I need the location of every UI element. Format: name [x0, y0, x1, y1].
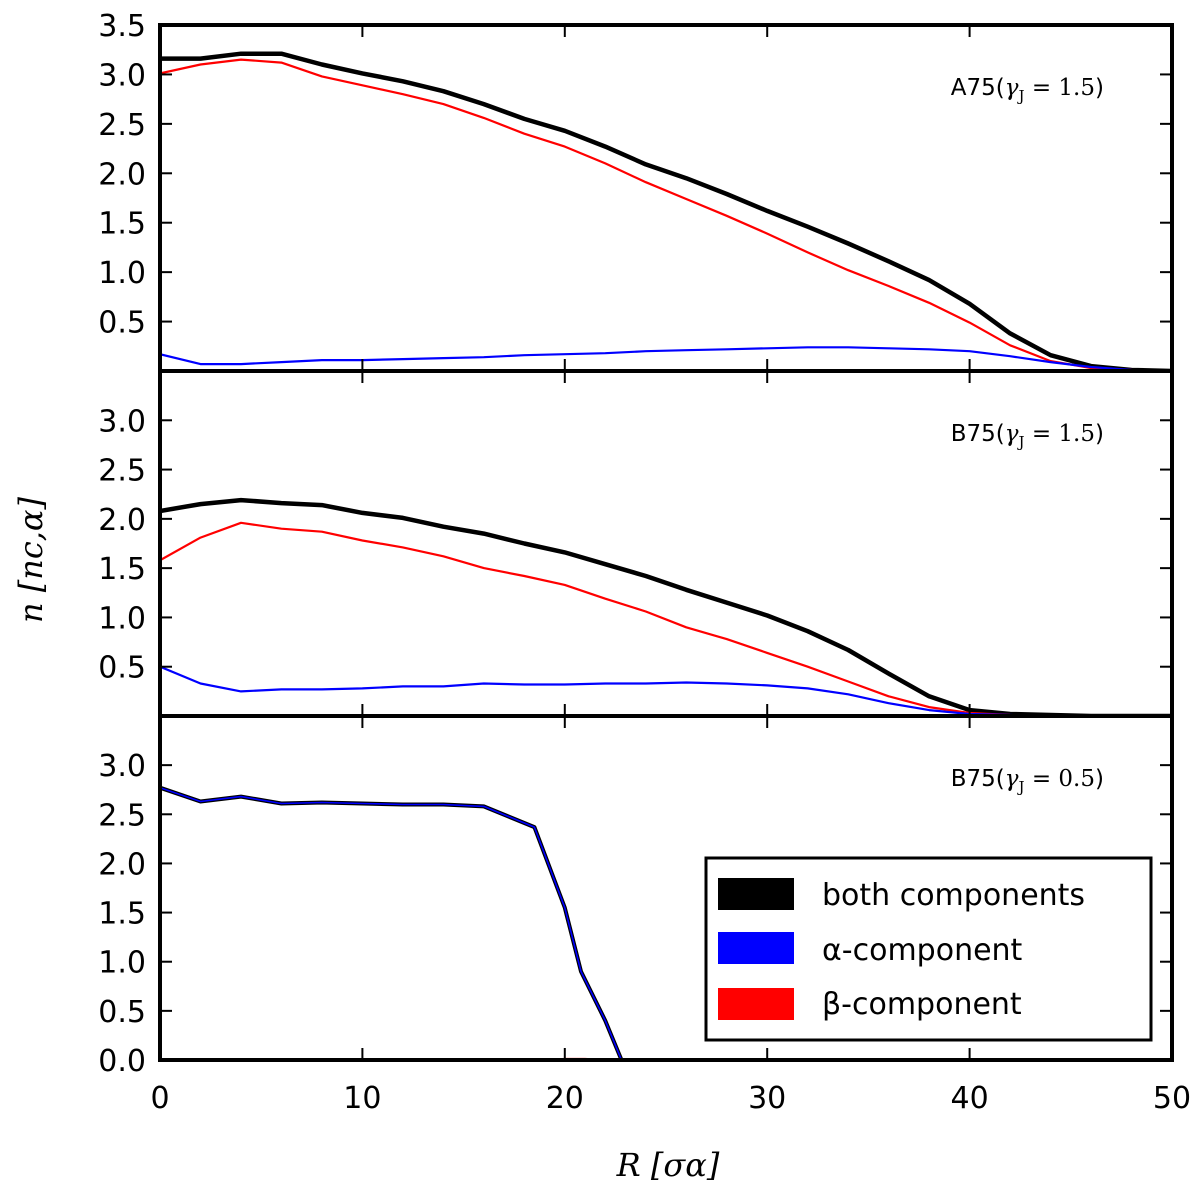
ytick-label-top-3: 3.0 — [98, 58, 146, 93]
series-top-beta — [160, 58, 1172, 371]
series-middle-alpha — [160, 665, 1172, 716]
panel-top: 0.5 1.0 1.5 2.0 2.5 3.0 3.5 A75(γJ = 1.5) — [98, 9, 1174, 373]
ytick-label-middle-2.5: 2.5 — [98, 454, 146, 489]
series-bottom-alpha — [160, 786, 623, 1060]
ytick-label-top-1.5: 1.5 — [98, 207, 146, 242]
series-middle-beta — [160, 521, 1172, 716]
panel-frame-bottom — [158, 714, 1174, 1062]
ytick-label-top-0.5: 0.5 — [98, 306, 146, 341]
ytick-label-bottom-2: 2.0 — [98, 847, 146, 882]
xtick-label-0: 0 — [150, 1081, 169, 1116]
legend-label-both: both components — [822, 878, 1085, 913]
series-group-bottom — [160, 785, 624, 1060]
ytick-label-middle-0.5: 0.5 — [98, 651, 146, 686]
legend: both components α-component β-component — [704, 856, 1153, 1042]
ytick-label-top-3.5: 3.5 — [98, 9, 146, 44]
ytick-label-bottom-3: 3.0 — [98, 749, 146, 784]
legend-swatch-both — [718, 878, 794, 910]
x-axis-title: R [σα] — [616, 1146, 720, 1184]
x-axis: 0 10 20 30 40 50 — [150, 1081, 1191, 1116]
series-group-top — [160, 51, 1172, 371]
xtick-label-40: 40 — [951, 1081, 989, 1116]
y-axis-title: n [nc,α] — [12, 496, 50, 623]
panel-frame-top — [158, 23, 1174, 373]
ytick-label-top-1: 1.0 — [98, 256, 146, 291]
panel-middle: 0.5 1.0 1.5 2.0 2.5 3.0 B75(γJ = 1.5) — [98, 369, 1174, 718]
ytick-label-bottom-0.5: 0.5 — [98, 995, 146, 1030]
ytick-label-bottom-1.5: 1.5 — [98, 897, 146, 932]
panel-label-top: A75(γJ = 1.5) — [951, 75, 1104, 105]
panel-label-middle: B75(γJ = 1.5) — [951, 421, 1104, 451]
legend-label-alpha: α-component — [822, 933, 1023, 968]
ytick-label-middle-2: 2.0 — [98, 503, 146, 538]
ytick-label-middle-1: 1.0 — [98, 601, 146, 636]
series-middle-both — [160, 497, 1172, 716]
panel-label-bottom: B75(γJ = 0.5) — [951, 766, 1104, 796]
ytick-label-middle-1.5: 1.5 — [98, 552, 146, 587]
xtick-label-10: 10 — [343, 1081, 381, 1116]
xtick-label-50: 50 — [1153, 1081, 1191, 1116]
panels: 0.5 1.0 1.5 2.0 2.5 3.0 3.5 A75(γJ = 1.5) 0.5 1.0… — [98, 9, 1174, 1079]
ytick-label-middle-3: 3.0 — [98, 404, 146, 439]
ytick-label-bottom-2.5: 2.5 — [98, 798, 146, 833]
ytick-label-top-2.5: 2.5 — [98, 108, 146, 143]
series-top-alpha — [160, 346, 1172, 371]
ytick-label-bottom-1: 1.0 — [98, 946, 146, 981]
series-group-middle — [160, 497, 1172, 716]
legend-label-beta: β-component — [822, 987, 1022, 1022]
legend-swatch-alpha — [718, 932, 794, 964]
ytick-label-bottom-0: 0.0 — [98, 1044, 146, 1079]
series-top-both — [160, 51, 1172, 371]
series-bottom-both — [160, 785, 624, 1060]
panel-frame-middle — [158, 369, 1174, 718]
xtick-label-30: 30 — [748, 1081, 786, 1116]
ytick-label-top-2: 2.0 — [98, 157, 146, 192]
panel-bottom: 0.0 0.5 1.0 1.5 2.0 2.5 3.0 B75(γJ = 0.5) — [98, 714, 1174, 1079]
xtick-label-20: 20 — [546, 1081, 584, 1116]
legend-swatch-beta — [718, 988, 794, 1020]
